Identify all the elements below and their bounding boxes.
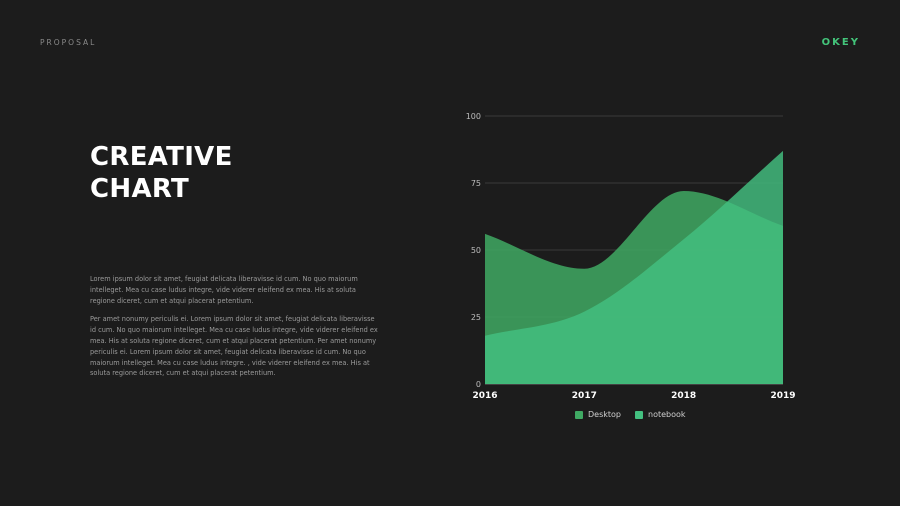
title-line-1: CREATIVE	[90, 142, 233, 172]
y-tick-label: 100	[466, 112, 481, 121]
legend-swatch-desktop	[575, 410, 583, 419]
section-label: PROPOSAL	[40, 38, 97, 47]
legend-label-notebook: notebook	[648, 410, 686, 419]
body-paragraph-1: Lorem ipsum dolor sit amet, feugiat deli…	[90, 275, 358, 305]
brand-logo: OKEY	[821, 37, 860, 48]
x-tick-label: 2018	[671, 391, 696, 401]
series-area-notebook	[485, 150, 783, 384]
x-tick-label: 2016	[472, 391, 497, 401]
x-tick-label: 2017	[572, 391, 597, 401]
chart-legend: Desktop notebook	[575, 410, 686, 419]
page-title: CREATIVE CHART	[90, 141, 233, 205]
title-line-2: CHART	[90, 174, 190, 204]
y-tick-label: 75	[471, 179, 481, 188]
legend-label-desktop: Desktop	[588, 410, 621, 419]
y-tick-label: 25	[471, 313, 481, 322]
body-paragraph-2: Per amet nonumy periculis ei. Lorem ipsu…	[90, 315, 378, 378]
legend-item-desktop: Desktop	[575, 410, 621, 419]
body-text: Lorem ipsum dolor sit amet, feugiat deli…	[90, 274, 382, 387]
y-tick-label: 0	[476, 380, 481, 389]
x-tick-label: 2019	[770, 391, 795, 401]
y-tick-label: 50	[471, 246, 481, 255]
legend-item-notebook: notebook	[635, 410, 686, 419]
legend-swatch-notebook	[635, 410, 643, 419]
